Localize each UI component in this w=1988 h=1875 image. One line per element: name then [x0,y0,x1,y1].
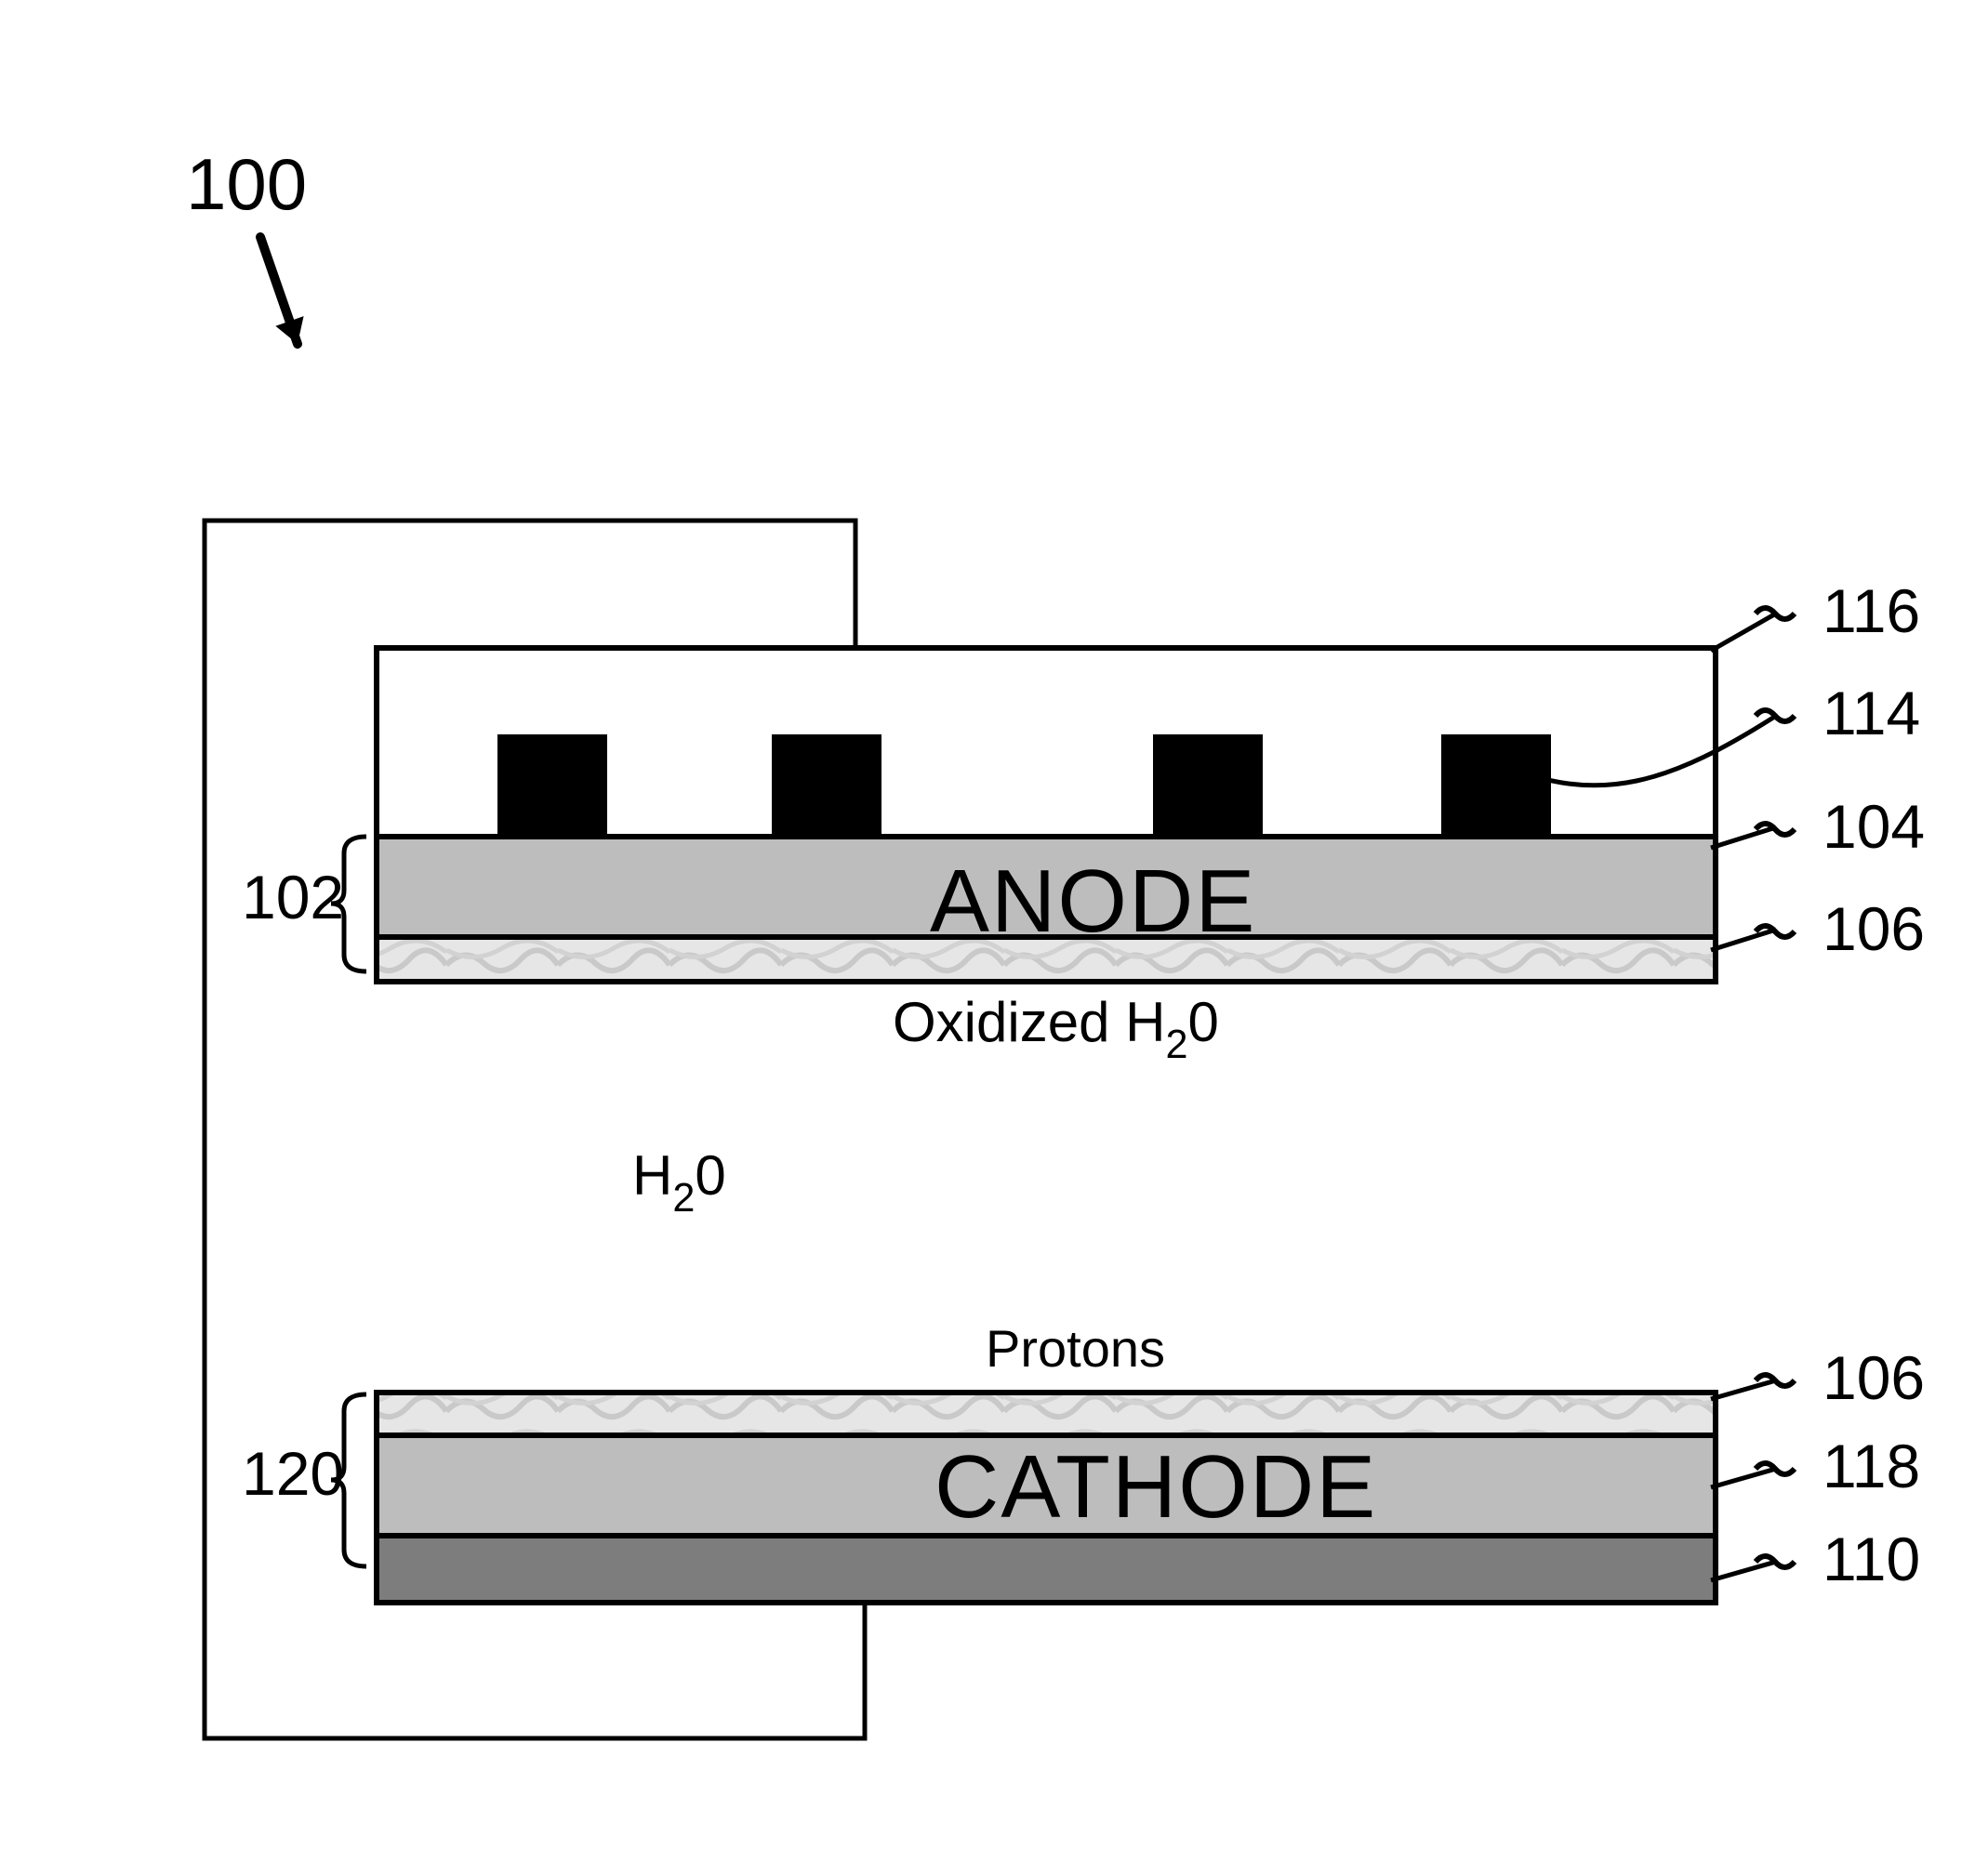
ref-100: 100 [186,143,307,225]
cathode-top-layer [377,1393,1716,1437]
ref-104: 104 [1822,792,1925,861]
anode-label: ANODE [930,852,1256,951]
protons-label: Protons [986,1319,1165,1378]
diagram-canvas: 100116114104106ANODEOxidized H20102H20Pr… [0,0,1988,1875]
ref-114: 114 [1822,679,1920,747]
ref-118: 118 [1822,1432,1920,1500]
ref-120: 120 [242,1439,344,1508]
cathode-bottom-layer [377,1536,1716,1603]
anode-contact [1441,734,1551,837]
anode-contact [1153,734,1263,837]
ref-106: 106 [1822,1343,1925,1412]
cathode-label: CATHODE [934,1437,1377,1537]
anode-contact [497,734,607,837]
ref-116: 116 [1822,576,1920,645]
ref-106: 106 [1822,894,1925,963]
anode-contact [772,734,881,837]
ref-110: 110 [1822,1525,1920,1593]
ref-102: 102 [242,863,344,931]
